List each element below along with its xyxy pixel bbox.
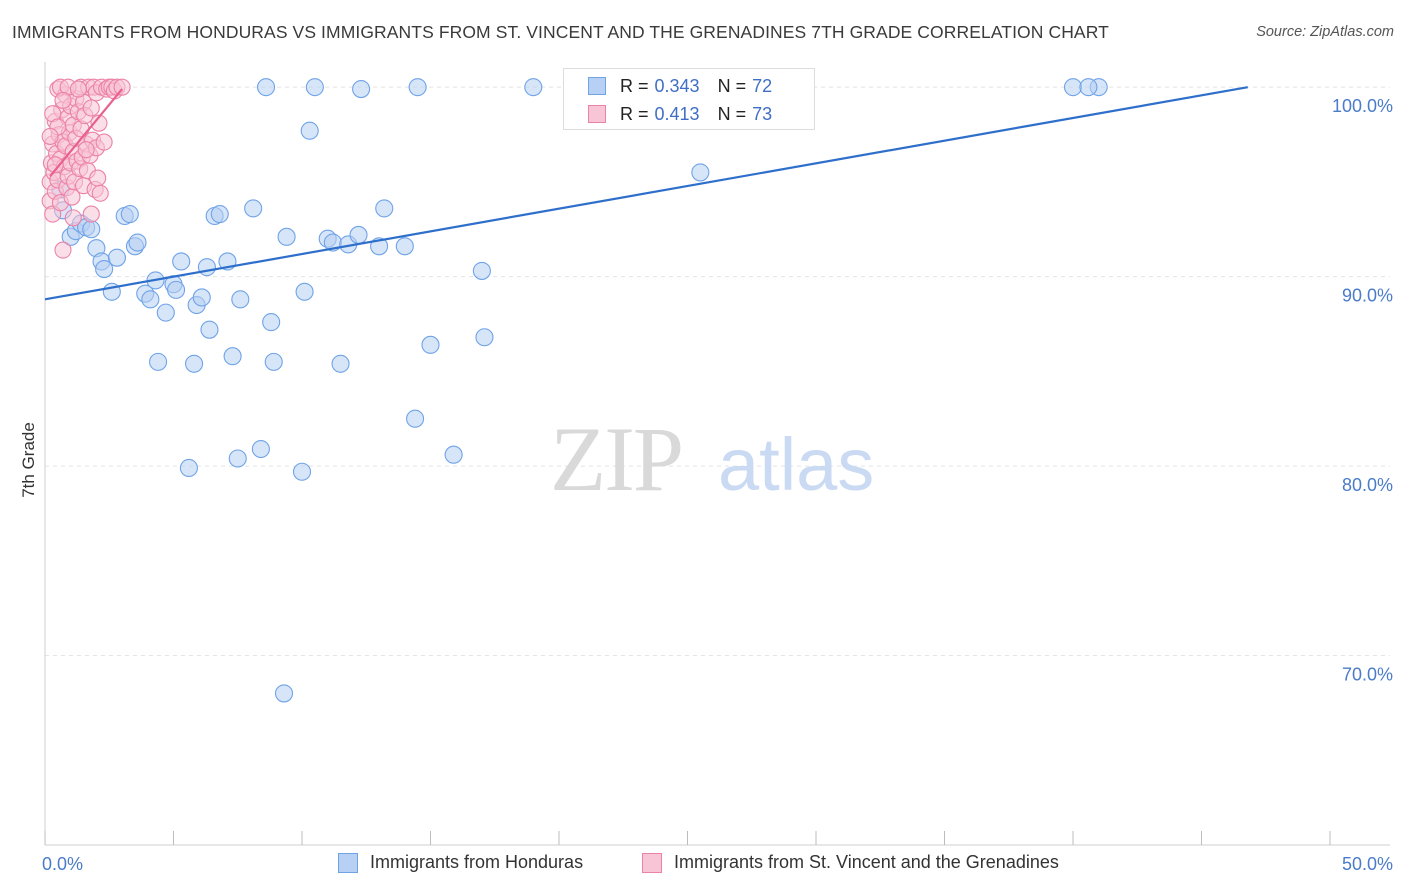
watermark: ZIP atlas — [550, 408, 874, 510]
data-point — [1079, 78, 1098, 97]
data-point — [406, 409, 425, 428]
data-point — [274, 684, 294, 703]
data-point — [1063, 78, 1083, 97]
data-point — [691, 163, 710, 182]
x-tick-label: 50.0% — [1342, 854, 1393, 874]
legend-swatch-stvincent — [588, 105, 606, 123]
series-honduras-points — [51, 78, 1108, 703]
watermark-zip: ZIP — [550, 408, 682, 510]
data-point — [54, 91, 72, 109]
data-point — [82, 205, 100, 223]
data-point — [395, 237, 414, 256]
data-point — [331, 354, 350, 373]
data-point — [46, 156, 64, 174]
data-point — [444, 445, 463, 464]
data-point — [352, 80, 371, 99]
legend-label-honduras: Immigrants from Honduras — [370, 852, 584, 872]
trend-line-stvincent — [49, 88, 123, 177]
data-point — [375, 199, 394, 218]
legend-n-label: N = — [717, 75, 747, 96]
data-point — [113, 78, 131, 96]
data-point — [77, 141, 95, 159]
data-point — [167, 280, 186, 299]
y-tick-label: 70.0% — [1342, 665, 1393, 685]
data-point — [41, 127, 59, 145]
data-point — [408, 78, 427, 97]
y-tick-label: 90.0% — [1342, 286, 1393, 306]
legend-item-stvincent[interactable]: Immigrants from St. Vincent and the Gren… — [642, 852, 1059, 873]
data-point — [421, 335, 440, 354]
data-point — [200, 320, 219, 339]
legend-n-value: 73 — [752, 103, 773, 124]
data-point — [141, 290, 160, 309]
y-tick-label: 100.0% — [1332, 96, 1393, 116]
data-point — [64, 209, 82, 227]
watermark-atlas: atlas — [718, 423, 874, 506]
data-point — [82, 99, 100, 117]
data-point — [179, 458, 198, 478]
data-point — [223, 347, 242, 366]
data-point — [210, 205, 229, 224]
legend-r-value: 0.343 — [654, 75, 700, 96]
data-point — [107, 248, 127, 267]
trend-lines — [44, 86, 1248, 301]
data-point — [256, 78, 276, 97]
data-point — [120, 205, 139, 224]
data-point — [524, 78, 543, 97]
y-axis-label: 7th Grade — [19, 422, 38, 498]
data-point — [472, 261, 491, 280]
legend-swatch-honduras — [588, 77, 606, 95]
trend-line-honduras — [44, 86, 1248, 301]
data-point — [90, 114, 108, 132]
gridlines — [45, 86, 1390, 657]
data-point — [172, 252, 191, 271]
data-point — [264, 352, 283, 371]
data-point — [89, 169, 107, 187]
data-point — [185, 354, 204, 373]
legend-row-honduras: R = 0.343 N = 72 — [588, 75, 772, 97]
chart-title: IMMIGRANTS FROM HONDURAS VS IMMIGRANTS F… — [12, 22, 1109, 42]
data-point — [262, 313, 281, 332]
data-point — [251, 439, 270, 459]
data-point — [228, 449, 247, 468]
data-point — [95, 259, 114, 279]
legend-n-value: 72 — [752, 75, 773, 96]
data-point — [69, 80, 87, 98]
data-point — [295, 282, 314, 301]
tick-labels: 100.0% 90.0% 80.0% 70.0% 0.0% 50.0% — [42, 96, 1393, 874]
axes — [44, 62, 1390, 846]
legend-r-value: 0.413 — [654, 103, 700, 124]
legend-item-honduras[interactable]: Immigrants from Honduras — [338, 852, 583, 873]
data-point — [192, 288, 211, 307]
legend-swatch-stvincent — [642, 852, 662, 873]
data-point — [244, 199, 263, 218]
data-point — [54, 241, 72, 259]
stats-legend: R = 0.343 N = 72 R = 0.413 N = 73 — [563, 68, 815, 130]
x-tick-label: 0.0% — [42, 854, 83, 874]
data-point — [292, 462, 312, 481]
data-point — [475, 328, 494, 347]
legend-swatch-honduras — [338, 852, 358, 873]
series-legend: Immigrants from Honduras Immigrants from… — [0, 852, 1406, 878]
legend-r-label: R = — [620, 103, 649, 124]
legend-label-stvincent: Immigrants from St. Vincent and the Gren… — [674, 852, 1059, 872]
y-tick-label: 80.0% — [1342, 475, 1393, 495]
legend-r-label: R = — [620, 75, 649, 96]
data-point — [277, 227, 296, 246]
data-point — [197, 258, 216, 277]
source-label: Source: ZipAtlas.com — [1256, 24, 1394, 40]
data-point — [91, 184, 109, 202]
data-point — [231, 290, 250, 309]
data-point — [82, 220, 101, 239]
data-point — [349, 225, 368, 244]
data-point — [149, 352, 168, 371]
legend-row-stvincent: R = 0.413 N = 73 — [588, 103, 772, 125]
data-point — [128, 233, 147, 252]
data-point — [156, 303, 175, 322]
data-point — [95, 133, 113, 151]
legend-n-label: N = — [717, 103, 747, 124]
data-point — [300, 121, 319, 140]
data-point — [305, 78, 324, 97]
